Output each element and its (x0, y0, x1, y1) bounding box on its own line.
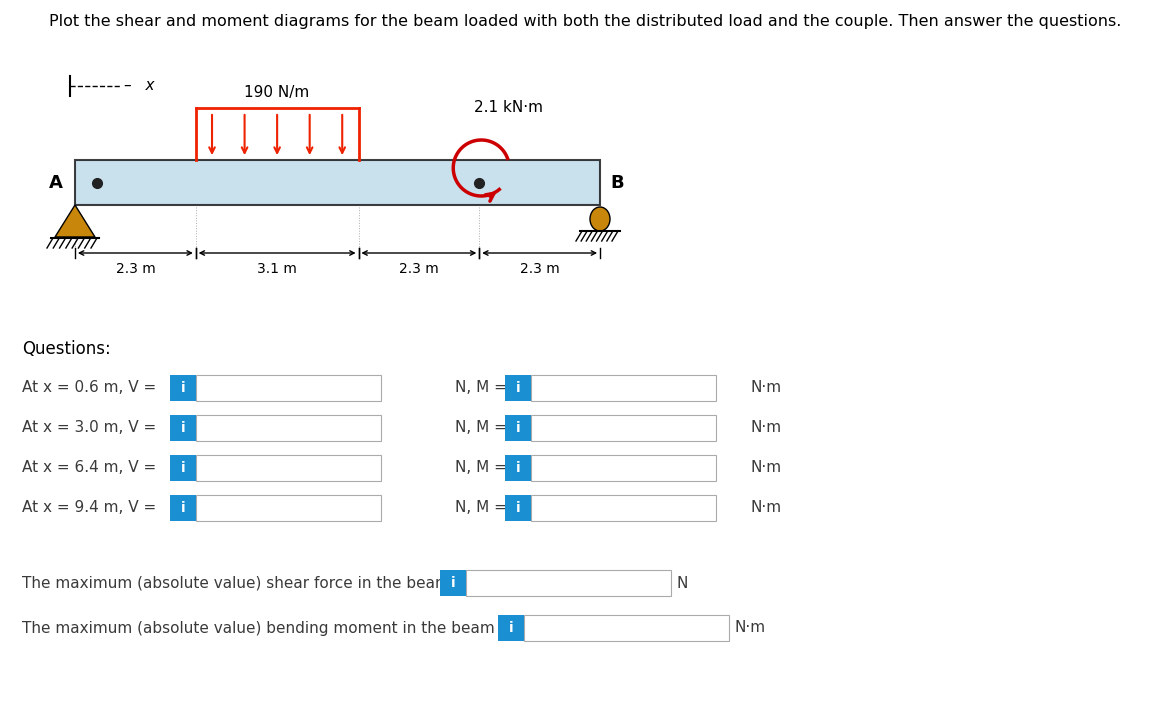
Text: The maximum (absolute value) shear force in the beam is: The maximum (absolute value) shear force… (22, 576, 472, 591)
Bar (498, 615, 524, 641)
Text: N·m: N·m (750, 500, 782, 516)
Text: 190 N/m: 190 N/m (245, 85, 310, 100)
Bar (197, 415, 381, 441)
Text: i: i (180, 501, 185, 515)
Text: N, M =: N, M = (455, 420, 511, 435)
Bar (531, 455, 716, 481)
Bar (524, 615, 729, 641)
Text: 2.1 kN·m: 2.1 kN·m (474, 100, 543, 115)
Bar (170, 455, 197, 481)
Text: 2.3 m: 2.3 m (116, 262, 156, 276)
Bar (531, 415, 716, 441)
Text: N, M =: N, M = (455, 500, 511, 516)
Text: N·m: N·m (750, 460, 782, 475)
Text: i: i (450, 576, 455, 590)
Text: 2.3 m: 2.3 m (519, 262, 559, 276)
Bar (440, 570, 466, 596)
Text: Questions:: Questions: (22, 340, 111, 358)
Bar (170, 375, 197, 401)
Text: N·m: N·m (750, 381, 782, 396)
Text: i: i (516, 421, 521, 435)
Text: i: i (509, 621, 514, 635)
Text: B: B (610, 174, 624, 191)
Bar (505, 455, 531, 481)
Bar (197, 495, 381, 521)
Text: At x = 6.4 m, V =: At x = 6.4 m, V = (22, 460, 161, 475)
Text: N·m: N·m (734, 620, 765, 635)
Text: i: i (180, 421, 185, 435)
Text: i: i (516, 501, 521, 515)
Bar (505, 415, 531, 441)
Bar (531, 375, 716, 401)
Text: The maximum (absolute value) bending moment in the beam is: The maximum (absolute value) bending mom… (22, 620, 517, 635)
Bar (505, 375, 531, 401)
Bar (75, 160, 600, 205)
Text: N, M =: N, M = (455, 381, 511, 396)
Bar (466, 570, 672, 596)
Bar (197, 375, 381, 401)
Ellipse shape (590, 207, 610, 231)
Text: A: A (49, 174, 63, 191)
Text: Plot the shear and moment diagrams for the beam loaded with both the distributed: Plot the shear and moment diagrams for t… (49, 14, 1121, 29)
Bar (170, 415, 197, 441)
Bar (531, 495, 716, 521)
Bar (170, 495, 197, 521)
Text: i: i (516, 381, 521, 395)
Text: N·m: N·m (750, 420, 782, 435)
Text: –    x: – x (124, 78, 154, 93)
Text: N, M =: N, M = (455, 460, 511, 475)
Text: 3.1 m: 3.1 m (257, 262, 297, 276)
Text: i: i (516, 461, 521, 475)
Text: At x = 3.0 m, V =: At x = 3.0 m, V = (22, 420, 161, 435)
Text: At x = 0.6 m, V =: At x = 0.6 m, V = (22, 381, 161, 396)
Text: At x = 9.4 m, V =: At x = 9.4 m, V = (22, 500, 161, 516)
Text: N: N (676, 576, 688, 591)
Bar (505, 495, 531, 521)
Polygon shape (55, 205, 95, 237)
Text: 2.3 m: 2.3 m (399, 262, 439, 276)
Text: i: i (180, 381, 185, 395)
Bar (197, 455, 381, 481)
Text: i: i (180, 461, 185, 475)
